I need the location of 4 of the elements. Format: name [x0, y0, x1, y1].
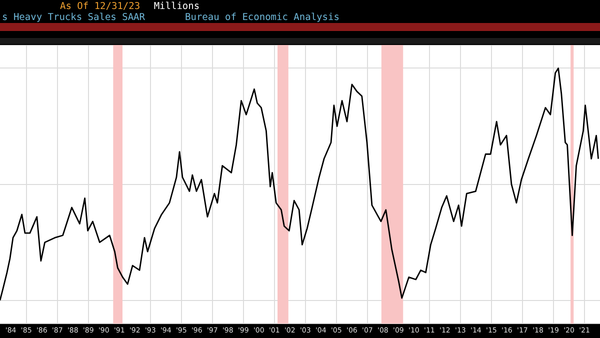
text: Bureau of Economic Analysis — [185, 12, 340, 23]
text: As Of 12/31/23 — [60, 1, 140, 12]
text: Millions — [154, 1, 200, 12]
chart-title: s Heavy Trucks Sales SAAR — [2, 12, 145, 23]
